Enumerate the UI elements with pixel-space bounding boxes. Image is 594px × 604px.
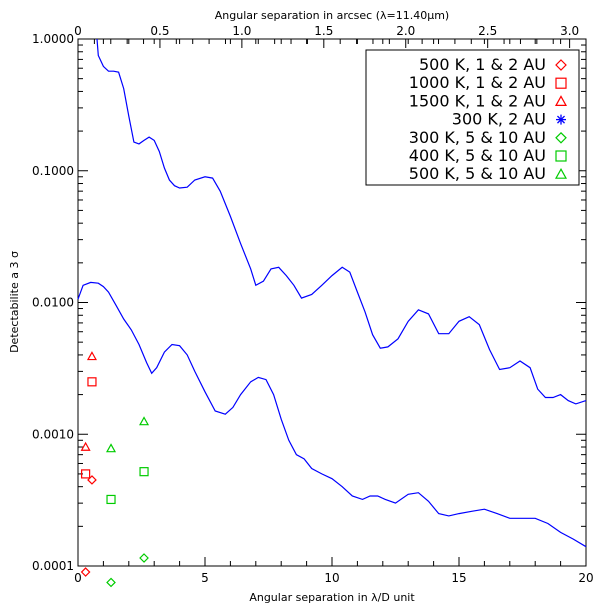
legend-box — [365, 49, 580, 186]
legend-entry-label: 1000 K, 1 & 2 AU — [409, 73, 546, 92]
top-x-axis-ticks: 0 0.5 1.0 1.5 2.0 2.5 3.0 — [74, 24, 587, 48]
y-axis-ticks: 0.0001 0.0010 0.0100 0.1000 1.0000 — [32, 32, 586, 573]
top-x-tick-label: 2.0 — [396, 24, 415, 38]
legend-diamond-icon — [555, 59, 567, 71]
x-tick-label: 0 — [74, 571, 82, 585]
y-tick-label: 1.0000 — [32, 32, 74, 46]
triangle-marker — [80, 441, 91, 451]
y-tick-label: 0.1000 — [32, 164, 74, 178]
legend-entry-label: 300 K, 2 AU — [452, 110, 546, 129]
square-marker — [139, 467, 149, 477]
legend-entry-label: 300 K, 5 & 10 AU — [409, 128, 546, 147]
y-axis-label: Detectabilite a 3 σ — [8, 251, 21, 353]
triangle-marker — [139, 416, 150, 426]
top-x-tick-label: 0 — [74, 24, 82, 38]
top-x-tick-label: 1.5 — [314, 24, 333, 38]
legend-triangle-icon — [554, 167, 568, 179]
triangle-marker — [86, 351, 97, 361]
legend-asterisk-icon — [556, 114, 566, 125]
legend-entry-label: 400 K, 5 & 10 AU — [409, 146, 546, 165]
legend-diamond-icon — [555, 131, 567, 144]
legend-entry-label: 500 K, 5 & 10 AU — [409, 164, 546, 183]
diamond-marker — [106, 577, 116, 588]
y-tick-label: 0.0001 — [32, 559, 74, 573]
diamond-marker — [87, 475, 97, 485]
top-x-tick-label: 0.5 — [150, 24, 169, 38]
legend-square-icon — [555, 150, 567, 162]
square-marker — [81, 469, 91, 479]
diamond-marker — [80, 567, 91, 577]
top-x-tick-label: 1.0 — [232, 24, 251, 38]
top-x-tick-label: 3.0 — [560, 24, 579, 38]
legend-square-icon — [555, 77, 567, 89]
diamond-marker — [139, 553, 149, 563]
markers-group — [80, 351, 150, 588]
y-tick-label: 0.0010 — [32, 427, 74, 441]
square-marker — [87, 377, 97, 387]
detectability-curve-1 — [96, 38, 587, 405]
x-tick-label: 10 — [324, 571, 339, 585]
y-tick-label: 0.0100 — [32, 296, 74, 310]
legend-entry-label: 1500 K, 1 & 2 AU — [409, 91, 546, 110]
x-tick-label: 20 — [578, 571, 593, 585]
curves-group — [77, 38, 587, 548]
legend-triangle-icon — [554, 95, 568, 107]
triangle-marker — [106, 443, 117, 453]
x-tick-label: 5 — [201, 571, 209, 585]
square-marker — [106, 494, 116, 505]
x-tick-label: 15 — [451, 571, 466, 585]
legend-entry-label: 500 K, 1 & 2 AU — [419, 55, 546, 74]
top-x-axis-label: Angular separation in arcsec (λ=11.40μm) — [215, 9, 449, 22]
detectability-curve-2 — [77, 281, 587, 548]
top-x-tick-label: 2.5 — [478, 24, 497, 38]
x-axis-ticks: 0 5 10 15 20 — [74, 39, 594, 585]
x-axis-label: Angular separation in λ/D unit — [249, 591, 415, 604]
